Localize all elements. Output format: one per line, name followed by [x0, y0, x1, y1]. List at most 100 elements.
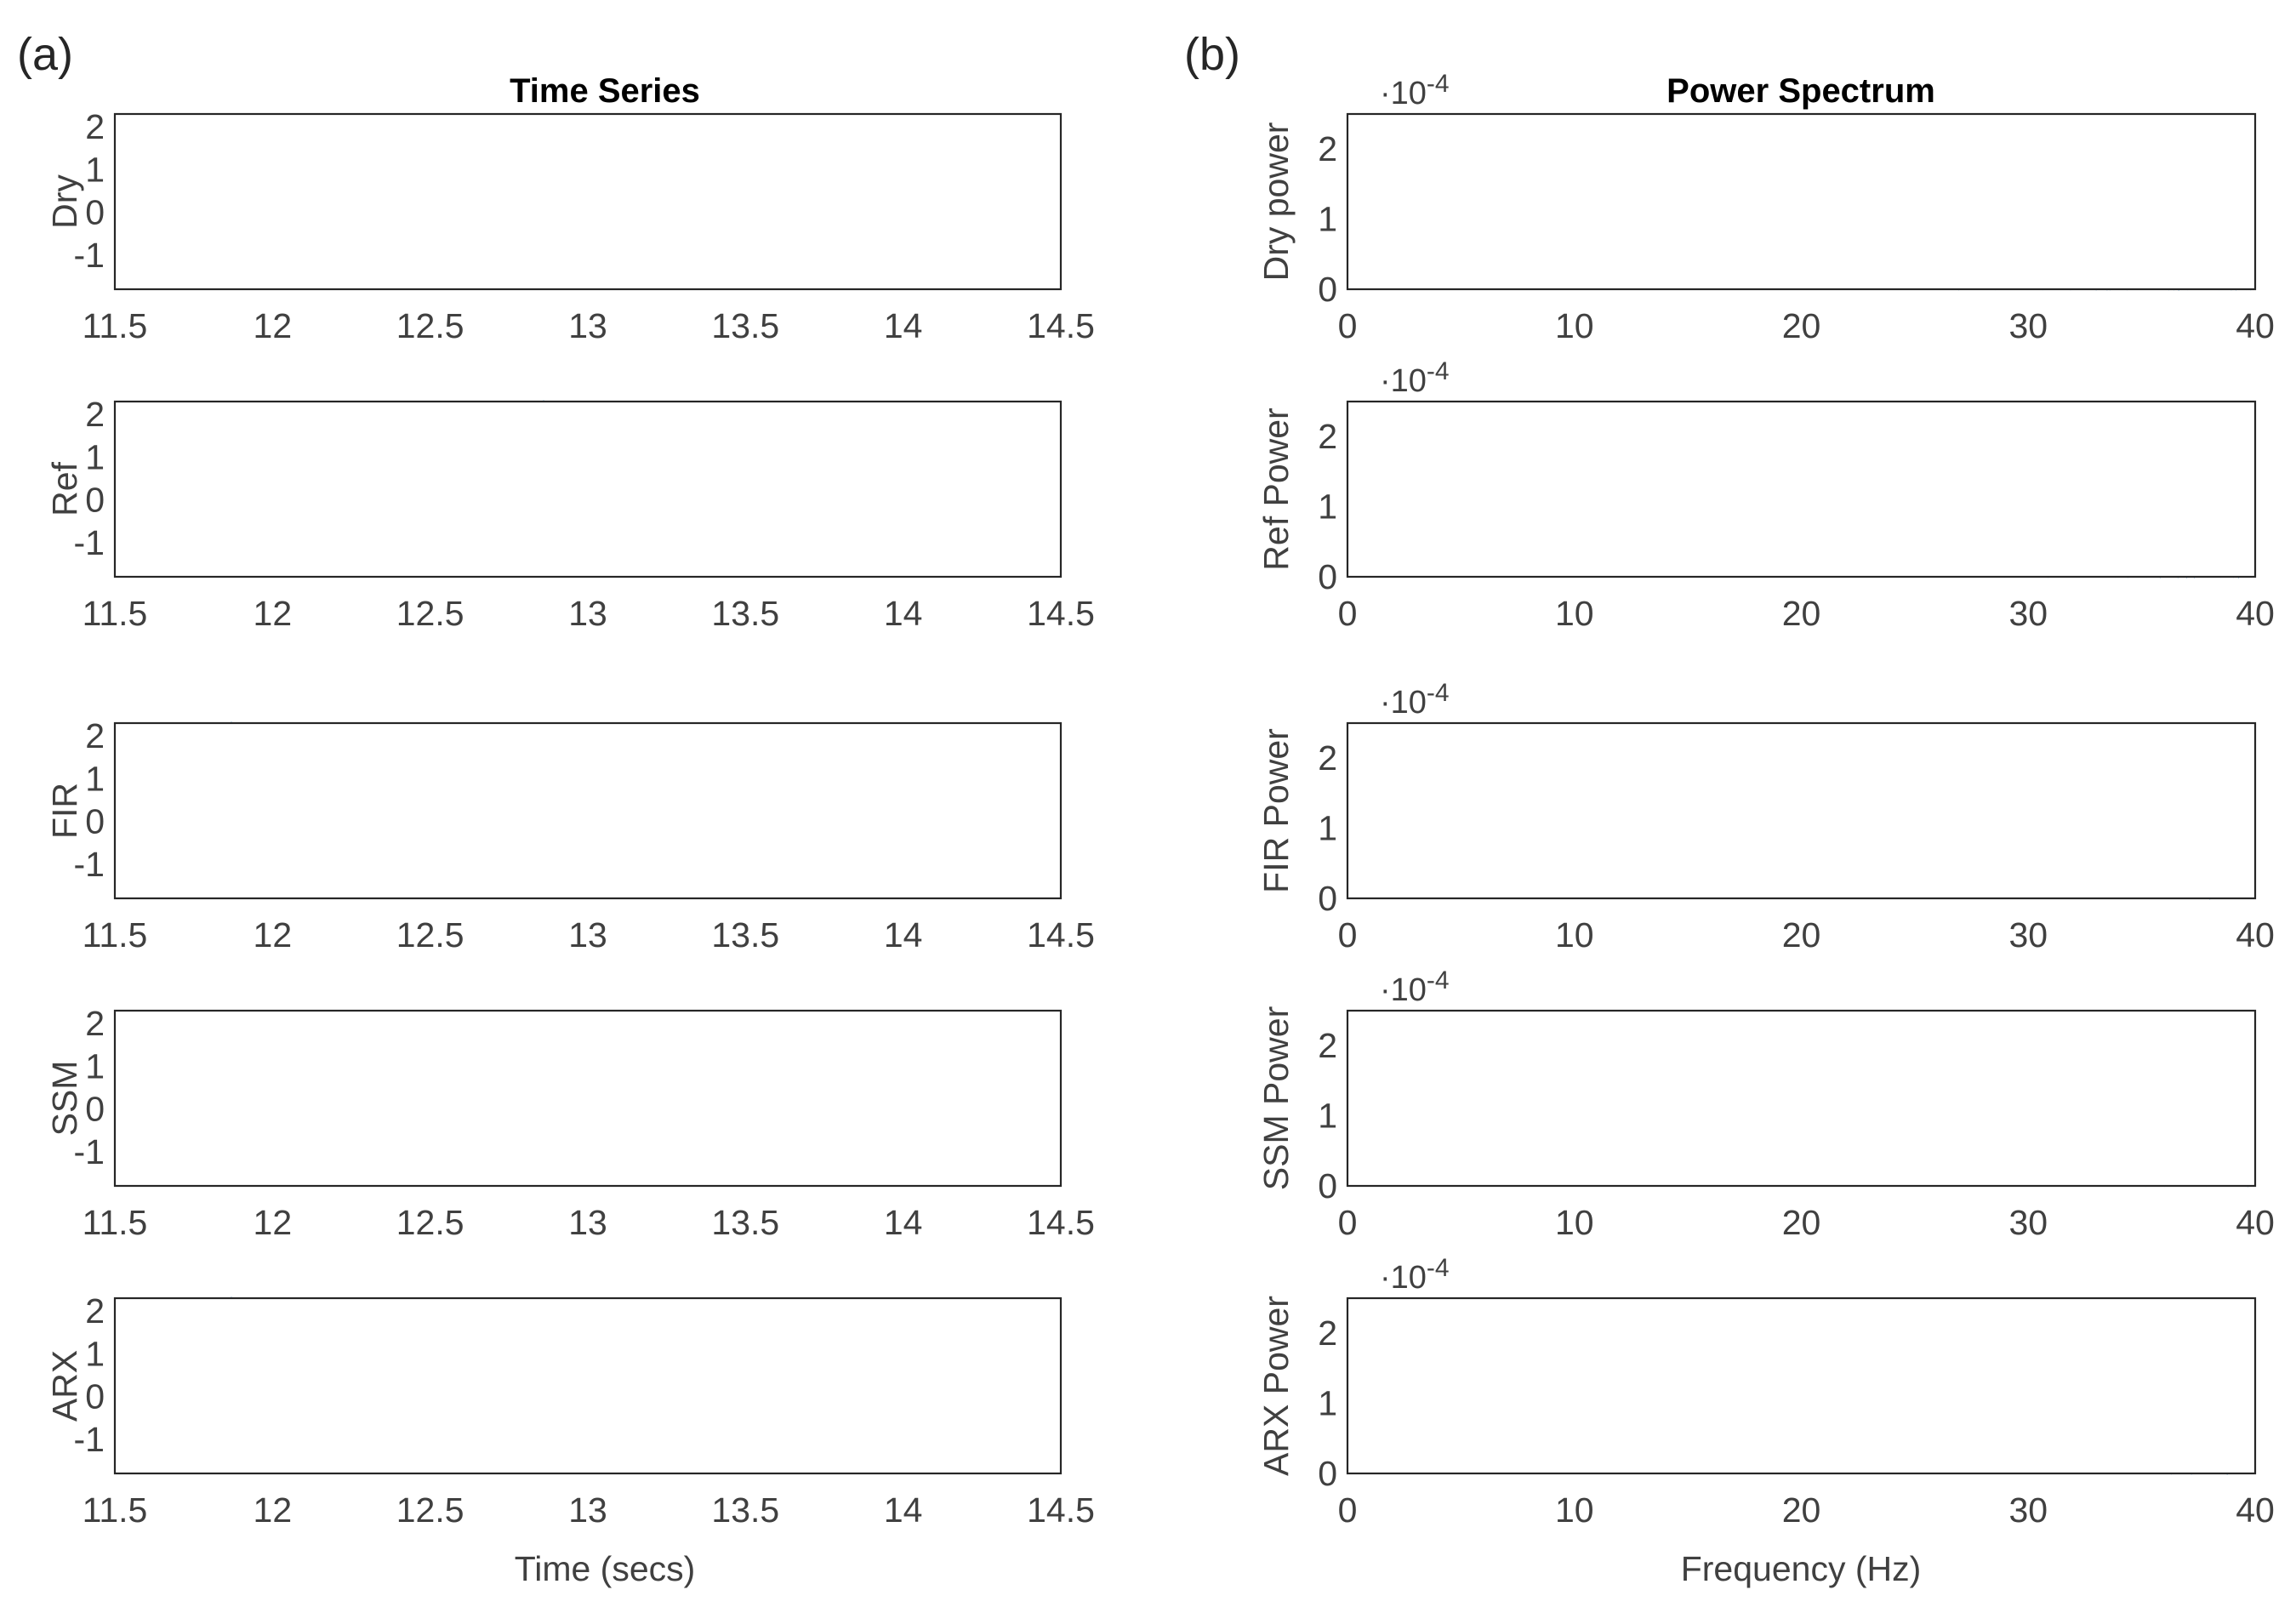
- ts-ssm-xtick-label: 13: [568, 1203, 607, 1242]
- ps-ref-ytick-label: 0: [1318, 557, 1337, 596]
- ts-fir-xtick-label: 11.5: [83, 915, 148, 955]
- ts-ref-ytick-label: 0: [85, 481, 105, 520]
- ts-ssm-xtick-label: 12.5: [396, 1203, 464, 1242]
- ts-ssm-xtick-label: 11.5: [83, 1203, 148, 1242]
- ps-ssm-ytick-label: 2: [1318, 1026, 1337, 1065]
- ts-fir-xtick-label: 14.5: [1027, 915, 1095, 955]
- ts-ssm-axes-frame: [113, 1009, 1063, 1188]
- ts-ref-xtick-label: 13.5: [711, 594, 779, 633]
- ts-fir-axes-frame: [113, 721, 1063, 900]
- ts-arx-ytick-label: 1: [85, 1334, 105, 1373]
- ts-fir-xtick-label: 12.5: [396, 915, 464, 955]
- ps-ref-xtick-label: 20: [1782, 594, 1821, 633]
- ps-arx-xtick-label: 10: [1555, 1490, 1594, 1530]
- ps-fir-ytick-label: 2: [1318, 738, 1337, 778]
- ps-fir-ylabel: FIR Power: [1256, 728, 1296, 893]
- ts-ssm-xtick-label: 14: [884, 1203, 923, 1242]
- ts-dry-xtick-label: 12.5: [396, 306, 464, 345]
- ts-dry-ytick-label: -1: [74, 236, 105, 275]
- ps-dry-axes-frame: [1346, 112, 2257, 291]
- ps-fir-xtick-label: 40: [2236, 915, 2275, 955]
- ts-arx-xtick-label: 12: [254, 1490, 293, 1530]
- ps-dry-exponent-label: ·10-4: [1380, 70, 1450, 111]
- ps-ref-axes-frame: [1346, 400, 2257, 578]
- ts-dry-xtick-label: 12: [254, 306, 293, 345]
- ps-dry-xtick-label: 30: [2008, 306, 2048, 345]
- ts-ref-xtick-label: 12.5: [396, 594, 464, 633]
- ps-fir-xtick-label: 10: [1555, 915, 1594, 955]
- ps-arx-xtick-label: 20: [1782, 1490, 1821, 1530]
- ps-ref-xtick-label: 0: [1338, 594, 1358, 633]
- ts-ref-xtick-label: 11.5: [83, 594, 148, 633]
- ts-fir-xtick-label: 13: [568, 915, 607, 955]
- ts-ref-ytick-label: 2: [85, 395, 105, 434]
- ts-fir-xtick-label: 12: [254, 915, 293, 955]
- ps-arx-ytick-label: 0: [1318, 1454, 1337, 1493]
- ps-ssm-subplot: 0 10 20 30 40 0 1 2 ·10-4 SSM Power: [1256, 966, 2275, 1242]
- ts-ref-ytick-label: -1: [74, 523, 105, 562]
- ts-fir-ytick-label: 2: [85, 716, 105, 755]
- ts-dry-ylabel: Dry: [45, 174, 84, 229]
- ps-ssm-xtick-label: 20: [1782, 1203, 1821, 1242]
- ps-fir-ytick-label: 1: [1318, 809, 1337, 848]
- ts-fir-ytick-label: 0: [85, 802, 105, 841]
- ps-ref-xtick-label: 10: [1555, 594, 1594, 633]
- ts-dry-xtick-label: 11.5: [83, 306, 148, 345]
- ts-arx-axes-frame: [113, 1296, 1063, 1475]
- ps-arx-ylabel: ARX Power: [1256, 1296, 1296, 1476]
- ts-arx-ytick-label: 2: [85, 1291, 105, 1331]
- ts-dry-xtick-label: 14: [884, 306, 923, 345]
- ts-ref-xtick-label: 12: [254, 594, 293, 633]
- ps-arx-exponent-label: ·10-4: [1380, 1254, 1450, 1296]
- ps-arx-ytick-label: 2: [1318, 1314, 1337, 1353]
- ts-ssm-xtick-label: 13.5: [711, 1203, 779, 1242]
- ps-dry-ylabel: Dry power: [1256, 123, 1296, 282]
- ts-fir-ytick-label: 1: [85, 759, 105, 798]
- ps-dry-ytick-label: 0: [1318, 270, 1337, 309]
- ps-dry-subplot: 0 10 20 30 40 0 1 2 ·10-4 Dry power: [1256, 70, 2275, 345]
- ts-arx-xtick-label: 12.5: [396, 1490, 464, 1530]
- ts-ssm-ytick-label: -1: [74, 1132, 105, 1171]
- time-series-title: Time Series: [510, 72, 700, 110]
- ps-ssm-ylabel: SSM Power: [1256, 1006, 1296, 1190]
- ts-dry-axes-frame: [113, 112, 1063, 291]
- ts-ref-ylabel: Ref: [45, 461, 84, 516]
- ts-ssm-xtick-label: 14.5: [1027, 1203, 1095, 1242]
- ts-arx-xtick-label: 14.5: [1027, 1490, 1095, 1530]
- ps-dry-xtick-label: 40: [2236, 306, 2275, 345]
- ts-arx-ylabel: ARX: [45, 1350, 84, 1422]
- ps-dry-xtick-label: 0: [1338, 306, 1358, 345]
- ps-ssm-xtick-label: 0: [1338, 1203, 1358, 1242]
- ts-fir-ylabel: FIR: [45, 783, 84, 839]
- ts-dry-ytick-label: 0: [85, 193, 105, 232]
- ps-ssm-xtick-label: 40: [2236, 1203, 2275, 1242]
- panel-b-label: (b): [1184, 29, 1240, 80]
- ts-dry-xtick-label: 13: [568, 306, 607, 345]
- ts-arx-ytick-label: -1: [74, 1420, 105, 1459]
- ts-fir-xtick-label: 14: [884, 915, 923, 955]
- ps-fir-ytick-label: 0: [1318, 879, 1337, 918]
- ps-fir-xtick-label: 30: [2008, 915, 2048, 955]
- ts-ref-ytick-label: 1: [85, 437, 105, 476]
- ts-arx-xtick-label: 13.5: [711, 1490, 779, 1530]
- ts-ssm-ytick-label: 1: [85, 1046, 105, 1086]
- ps-fir-axes-frame: [1346, 721, 2257, 900]
- ts-ref-xtick-label: 13: [568, 594, 607, 633]
- ps-ssm-ytick-label: 0: [1318, 1166, 1337, 1205]
- ps-dry-xtick-label: 20: [1782, 306, 1821, 345]
- ts-ssm-ylabel: SSM: [45, 1061, 84, 1137]
- ps-fir-xtick-label: 20: [1782, 915, 1821, 955]
- ps-fir-subplot: 0 10 20 30 40 0 1 2 ·10-4 FIR Power: [1256, 679, 2275, 955]
- ts-dry-ytick-label: 2: [85, 107, 105, 146]
- ps-ref-xtick-label: 40: [2236, 594, 2275, 633]
- ts-ref-axes-frame: [113, 400, 1063, 578]
- ts-dry-ytick-label: 1: [85, 150, 105, 189]
- ps-ref-ylabel: Ref Power: [1256, 407, 1296, 570]
- ts-dry-xtick-label: 14.5: [1027, 306, 1095, 345]
- ps-ssm-axes-frame: [1346, 1009, 2257, 1188]
